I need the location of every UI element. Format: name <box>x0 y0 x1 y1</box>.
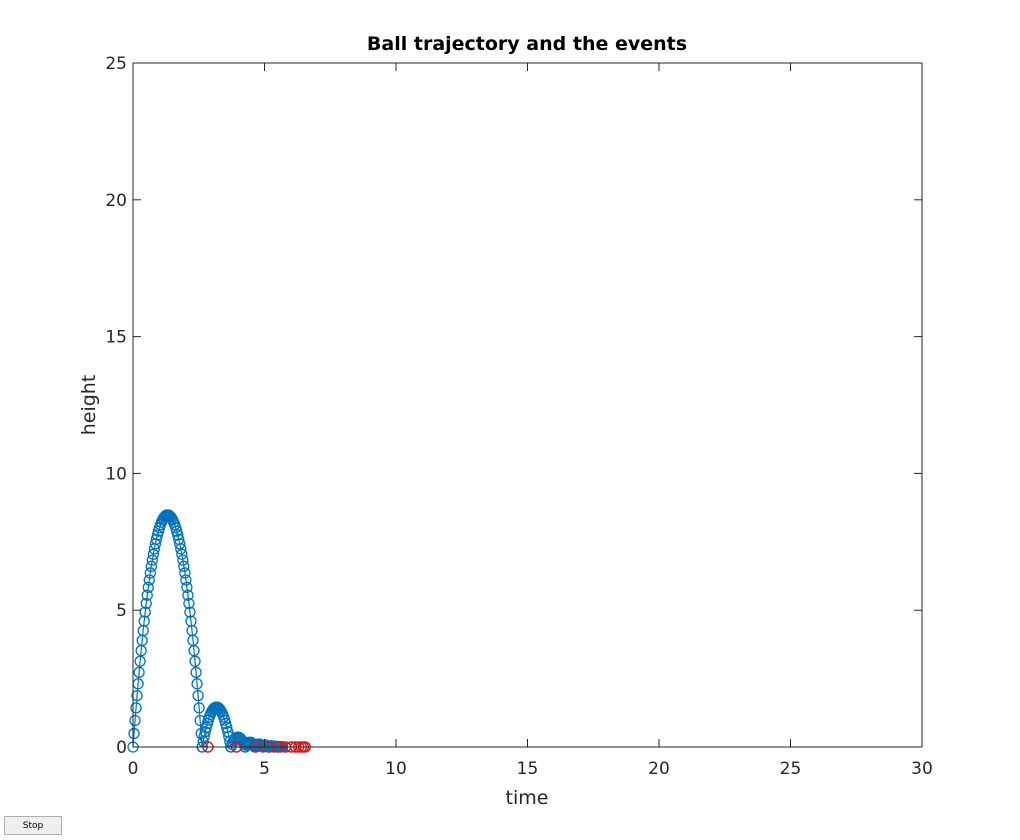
trajectory-point <box>129 714 141 727</box>
trajectory-point <box>145 560 157 572</box>
trajectory-point <box>179 567 191 579</box>
trajectory-point <box>141 589 153 601</box>
trajectory-point <box>178 560 190 572</box>
trajectory-point <box>192 689 204 702</box>
trajectory-point <box>199 726 211 738</box>
ticks-layer: 0 5 10 15 20 25 30 0 5 10 15 20 25 <box>105 54 932 779</box>
trajectory-point <box>177 554 189 566</box>
trajectory-point <box>188 644 200 657</box>
trajectory-point <box>144 567 156 579</box>
trajectory-point <box>146 554 158 566</box>
trajectory-point <box>180 574 192 586</box>
trajectory-point <box>128 727 140 740</box>
trajectory-point <box>193 702 205 714</box>
trajectory-point <box>183 597 195 610</box>
y-axis-label: height <box>78 375 100 436</box>
y-tick-label: 10 <box>105 464 127 484</box>
trajectory-point <box>176 548 188 560</box>
y-tick-label: 15 <box>105 328 127 348</box>
trajectory-point <box>189 655 201 667</box>
trajectory-point <box>143 574 155 586</box>
stop-button[interactable]: Stop <box>4 816 62 835</box>
trajectory-point <box>172 529 184 541</box>
trajectory-point <box>147 548 159 560</box>
trajectory-point <box>139 606 151 618</box>
trajectory-point <box>191 678 203 690</box>
trajectory-point <box>131 689 143 702</box>
trajectory-point <box>184 606 196 618</box>
trajectory-point <box>130 702 142 714</box>
trajectory-point <box>133 666 145 678</box>
y-tick-label: 0 <box>116 738 127 758</box>
y-tick-label: 20 <box>105 191 127 211</box>
trajectory-point <box>149 538 162 550</box>
x-tick-label: 30 <box>911 759 933 779</box>
y-tick-label: 25 <box>105 54 127 74</box>
x-tick-label: 15 <box>517 759 539 779</box>
x-axis-label: time <box>506 787 549 809</box>
trajectory-point <box>140 597 152 610</box>
x-tick-label: 0 <box>128 759 139 779</box>
trajectory-point <box>174 538 186 550</box>
trajectory-point <box>150 533 163 545</box>
trajectory-point <box>175 543 187 555</box>
trajectory-point <box>182 589 194 601</box>
chart-title: Ball trajectory and the events <box>367 33 687 55</box>
x-tick-label: 25 <box>780 759 802 779</box>
trajectory-point <box>138 615 150 627</box>
plot-area <box>133 63 922 747</box>
trajectory-point <box>134 655 146 667</box>
x-tick-label: 20 <box>648 759 670 779</box>
trajectory-point <box>142 581 154 594</box>
y-tick-label: 5 <box>116 601 127 621</box>
trajectory-point <box>190 666 202 678</box>
x-tick-label: 10 <box>385 759 407 779</box>
trajectory-point <box>181 581 193 594</box>
x-tick-label: 5 <box>259 759 270 779</box>
